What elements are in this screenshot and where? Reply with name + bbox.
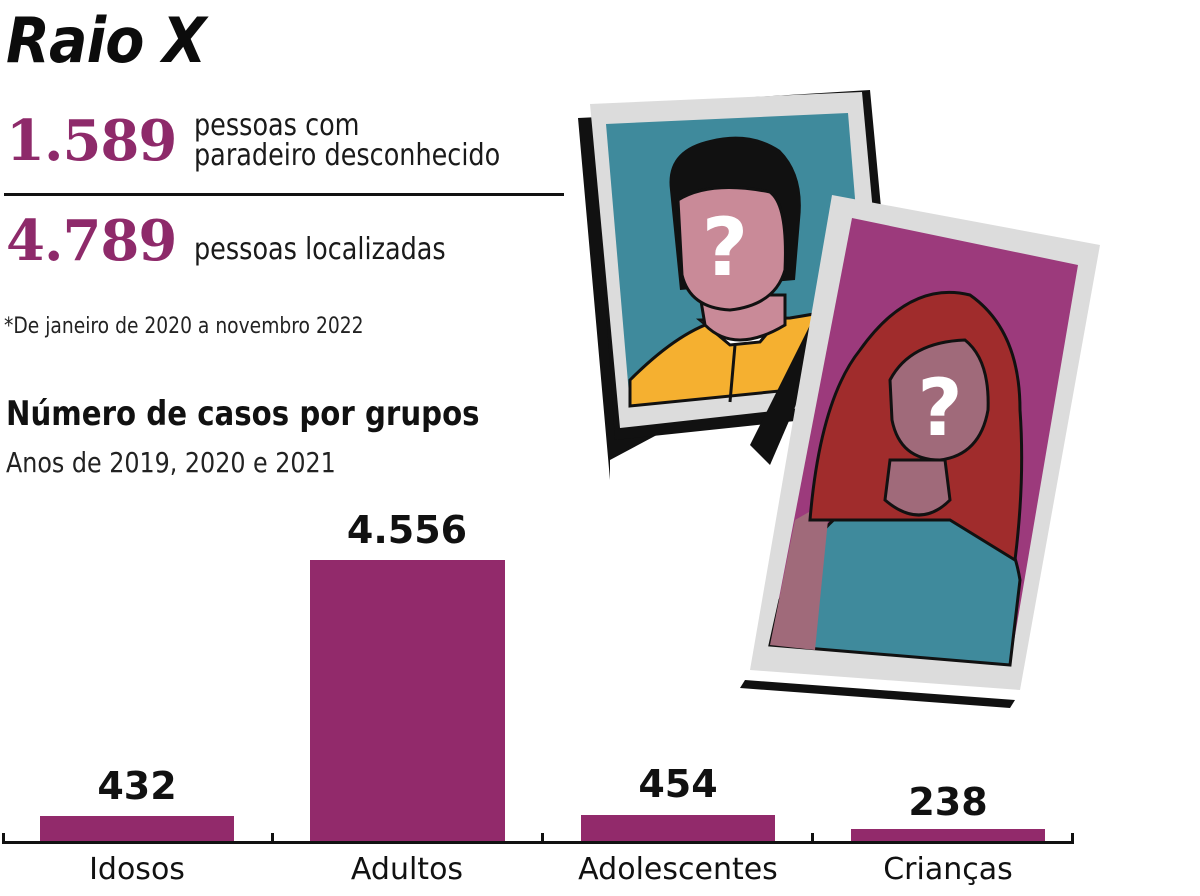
question-mark-icon: ? xyxy=(702,201,748,294)
stat-located-value: 4.789 xyxy=(6,208,177,274)
stat-missing-description: pessoas com paradeiro desconhecido xyxy=(194,111,500,171)
stat-missing-value: 1.589 xyxy=(6,108,177,174)
bar-value-adultos: 4.556 xyxy=(346,508,468,552)
bar-value-criancas: 238 xyxy=(908,780,988,824)
stat-missing: 1.589 pessoas com paradeiro desconhecido xyxy=(6,108,555,174)
axis-tick xyxy=(811,833,814,843)
bar-adultos xyxy=(310,560,505,842)
stat-missing-line2: paradeiro desconhecido xyxy=(194,138,501,173)
footnote: *De janeiro de 2020 a novembro 2022 xyxy=(4,314,364,339)
bar-adolescentes xyxy=(581,815,775,842)
missing-persons-illustration: ? ? xyxy=(578,90,1100,708)
page-title: Raio X xyxy=(6,4,206,77)
category-label-criancas: Crianças xyxy=(883,852,1013,887)
bar-idosos xyxy=(40,816,234,842)
chart-title: Número de casos por grupos xyxy=(6,394,480,434)
question-mark-icon: ? xyxy=(917,364,962,454)
stat-located: 4.789 pessoas localizadas xyxy=(6,208,490,274)
category-label-adolescentes: Adolescentes xyxy=(578,852,778,887)
axis-tick xyxy=(541,833,544,843)
photo-frame-woman: ? xyxy=(740,195,1100,708)
stat-missing-line1: pessoas com xyxy=(194,108,360,143)
axis-tick xyxy=(1071,833,1074,843)
bar-value-adolescentes: 454 xyxy=(638,762,718,806)
chart-subtitle: Anos de 2019, 2020 e 2021 xyxy=(6,446,336,479)
bar-value-idosos: 432 xyxy=(97,764,177,808)
axis-tick xyxy=(2,833,5,843)
category-label-idosos: Idosos xyxy=(89,852,185,887)
stat-located-description: pessoas localizadas xyxy=(194,232,447,267)
axis-tick xyxy=(271,833,274,843)
category-label-adultos: Adultos xyxy=(350,852,464,887)
divider xyxy=(4,193,564,196)
x-axis xyxy=(2,841,1074,844)
bar-criancas xyxy=(851,829,1045,842)
